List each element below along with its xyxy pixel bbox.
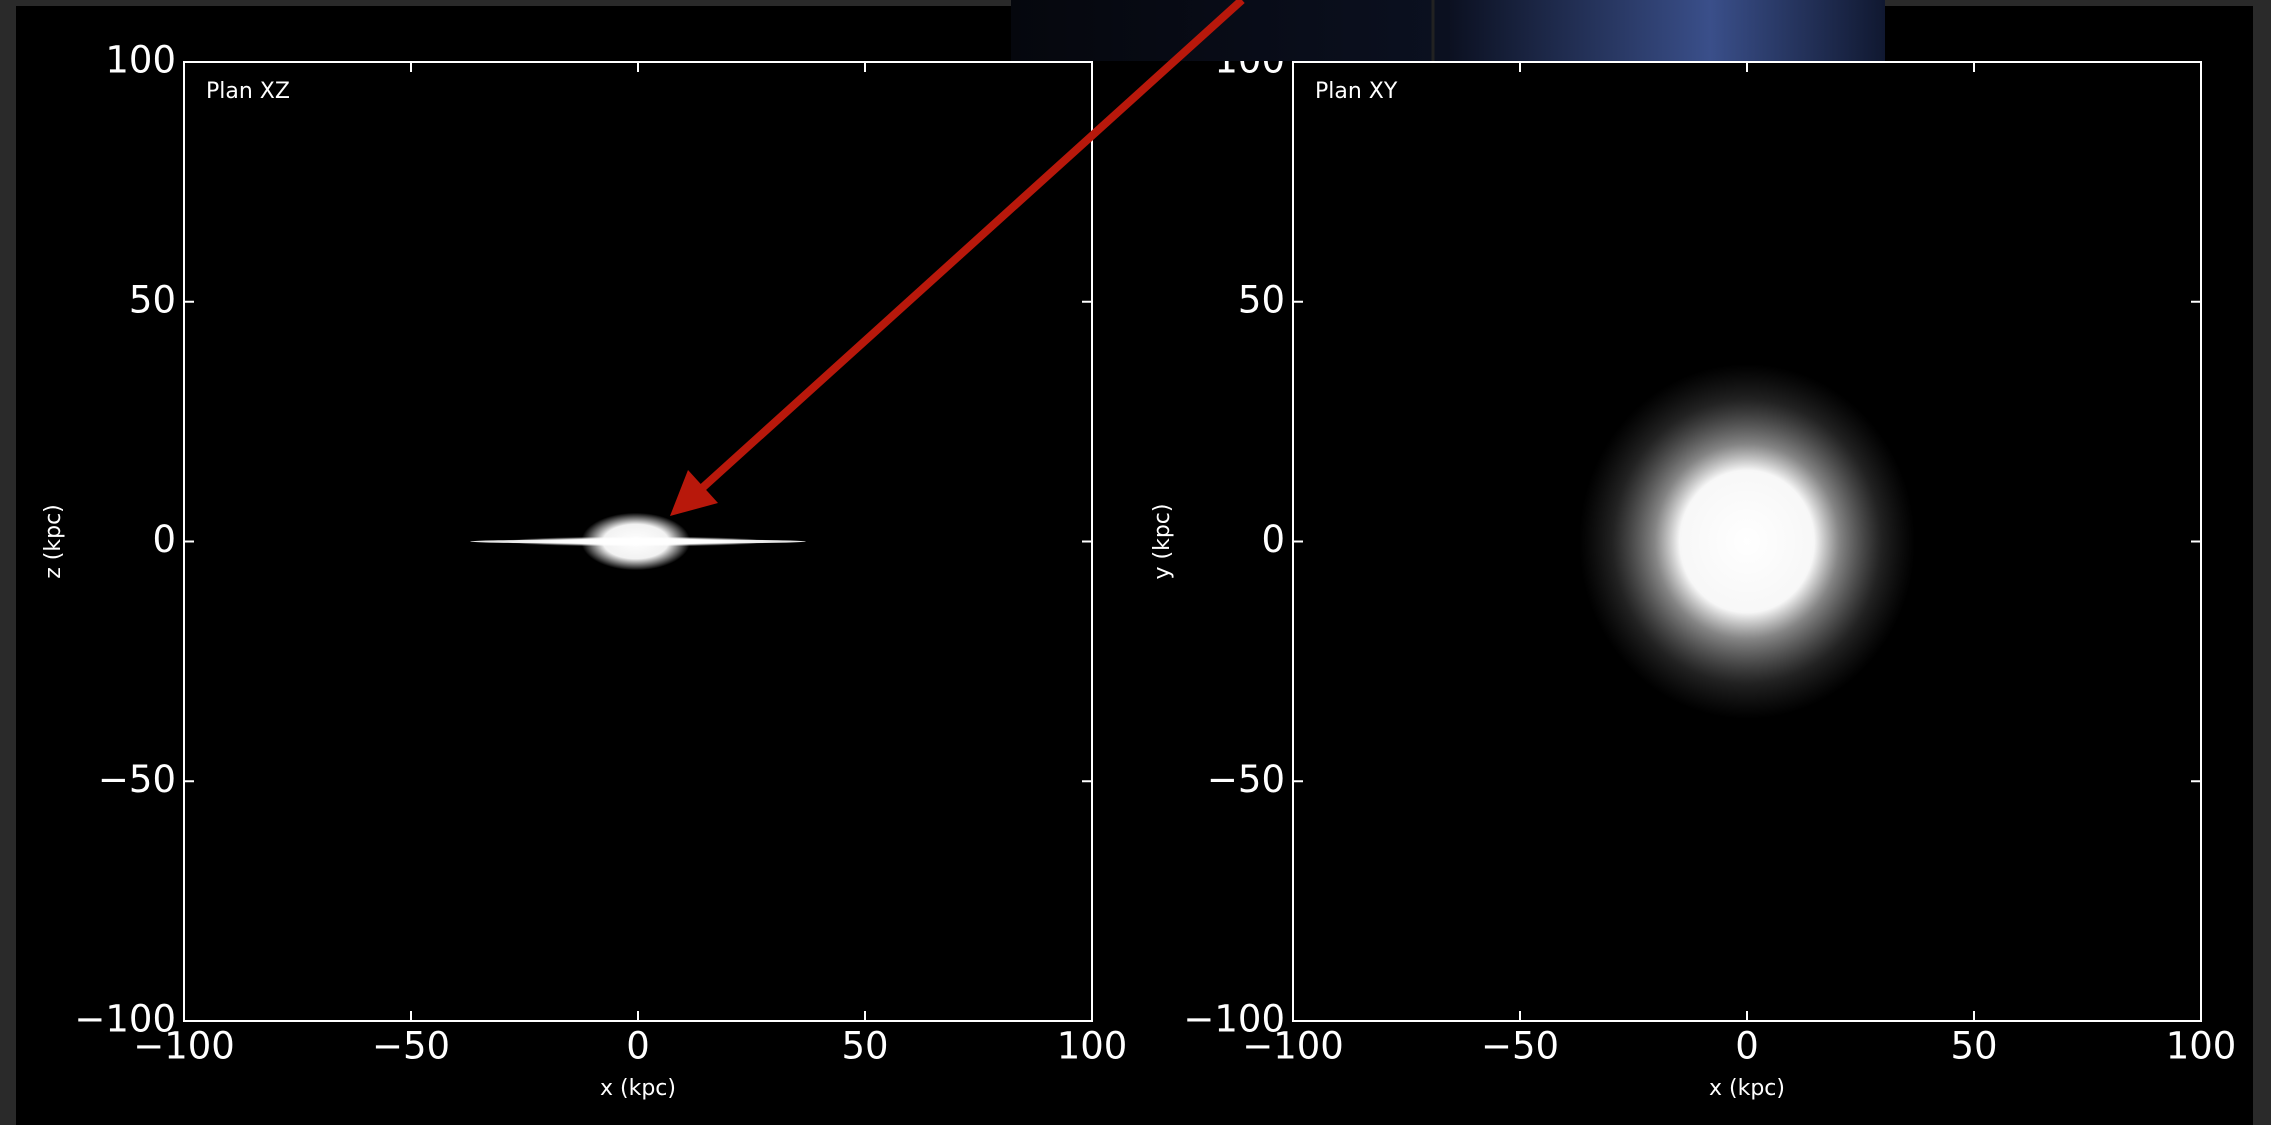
plot-title: Plan XZ [206, 79, 290, 104]
plot-title: Plan XY [1315, 79, 1398, 104]
arrow-head [670, 470, 718, 516]
y-tick-label: 0 [1261, 518, 1285, 561]
x-axis-label: x (kpc) [600, 1076, 676, 1101]
y-tick-label: 50 [1238, 278, 1285, 321]
x-tick-label: 100 [2166, 1025, 2237, 1068]
x-tick-label: −100 [133, 1025, 235, 1068]
y-tick-label: −50 [1207, 758, 1285, 801]
y-tick-label: −50 [98, 758, 176, 801]
x-tick-label: −50 [372, 1025, 450, 1068]
y-tick-label: 0 [152, 518, 176, 561]
x-tick-label: 50 [1950, 1025, 1997, 1068]
y-tick-label: 50 [129, 278, 176, 321]
charts: −100 −50 0 50 100 −100 −50 0 50 100 Plan XZ x (kpc)… [41, 39, 2236, 1102]
x-tick-label: 50 [841, 1025, 888, 1068]
bulge [581, 512, 691, 571]
x-axis-label: x (kpc) [1709, 1076, 1785, 1101]
y-tick-label: 100 [105, 39, 176, 82]
disc [1579, 364, 1915, 719]
x-tick-label: 0 [626, 1025, 650, 1068]
slide-background [16, 6, 2253, 1125]
y-tick-label: −100 [1183, 998, 1285, 1041]
y-tick-label: −100 [74, 998, 176, 1041]
x-tick-label: −50 [1481, 1025, 1559, 1068]
y-axis-label: y (kpc) [1150, 504, 1175, 580]
arrow-shaft [697, 0, 1245, 493]
y-axis-label: z (kpc) [41, 504, 66, 579]
galaxy-photo [1011, 0, 1885, 61]
chart: −100 −50 0 50 100 −100 −50 0 50 100 Plan XZ x (kpc)… [41, 39, 1127, 1102]
x-tick-label: −100 [1242, 1025, 1344, 1068]
x-tick-label: 100 [1057, 1025, 1128, 1068]
x-tick-label: 0 [1735, 1025, 1759, 1068]
